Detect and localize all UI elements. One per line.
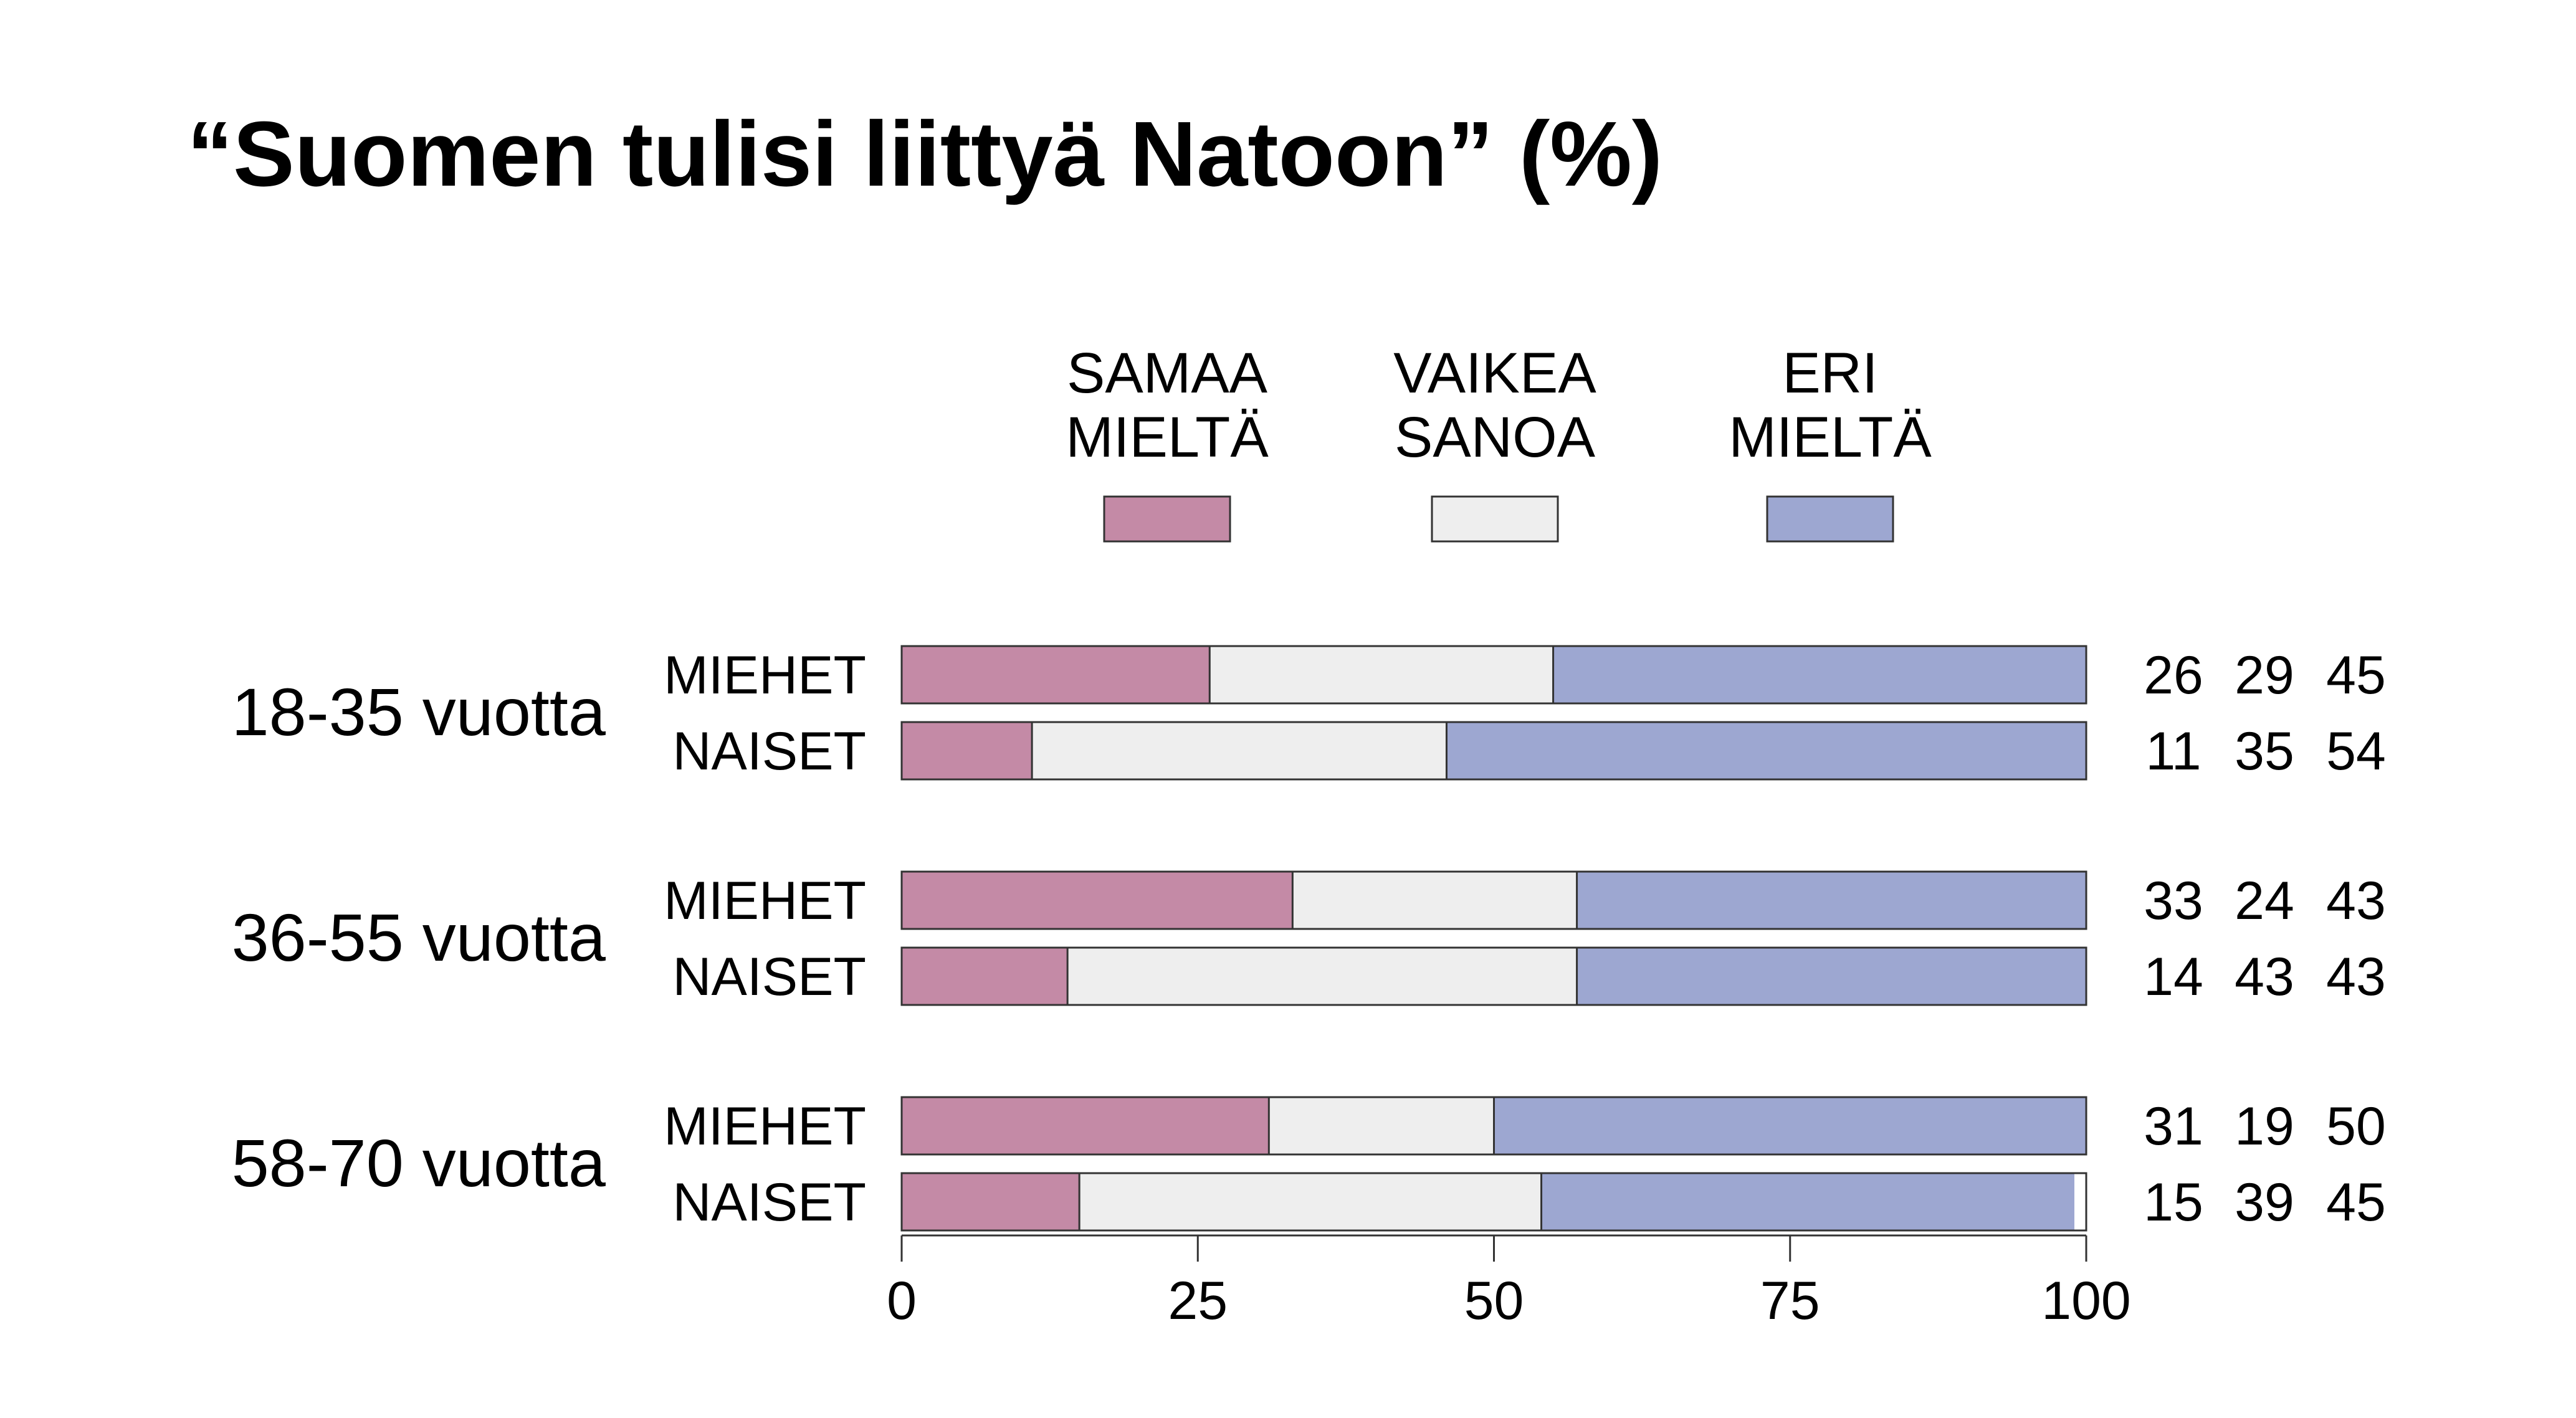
group-label: 58-70 vuotta: [232, 1125, 606, 1201]
value-label: 31: [2144, 1097, 2203, 1156]
value-label: 45: [2326, 645, 2386, 705]
bar-segment: [1067, 948, 1577, 1005]
bar-segment: [1553, 646, 2086, 703]
bar-segment: [1269, 1097, 1494, 1154]
bar-outline: [900, 946, 2087, 1006]
bar-segment: [902, 872, 1293, 929]
group-label: 36-55 vuotta: [232, 900, 606, 975]
bar-segment: [1577, 948, 2086, 1005]
value-label: 43: [2326, 871, 2386, 931]
legend-label-3-line-2: MIELTÄ: [1729, 406, 1932, 469]
row-label: MIEHET: [664, 645, 866, 705]
x-tick-label: 50: [1464, 1271, 1524, 1331]
bar-segment: [1541, 1173, 2074, 1230]
value-label: 39: [2235, 1173, 2294, 1232]
legend-label-3-line-1: ERI: [1782, 341, 1877, 405]
legend-label-1-line-1: SAMAA: [1067, 341, 1268, 405]
legend-swatch-2: [1431, 495, 1559, 543]
legend-swatch-3: [1766, 495, 1894, 543]
x-tick-label: 25: [1168, 1271, 1228, 1331]
bar-segment: [902, 1097, 1269, 1154]
value-label: 50: [2326, 1097, 2386, 1156]
value-label: 26: [2144, 645, 2203, 705]
value-label: 43: [2235, 947, 2294, 1007]
bar-segment: [902, 722, 1033, 779]
value-label: 54: [2326, 721, 2386, 781]
bar-segment: [1577, 872, 2086, 929]
bar-segment: [1446, 722, 2086, 779]
legend-swatch-1: [1103, 495, 1231, 543]
value-label: 45: [2326, 1173, 2386, 1232]
value-label: 43: [2326, 947, 2386, 1007]
value-label: 15: [2144, 1173, 2203, 1232]
bar-segment: [1079, 1173, 1542, 1230]
bar-segment: [1032, 722, 1447, 779]
x-tick-label: 0: [887, 1271, 917, 1331]
row-label: MIEHET: [664, 1097, 866, 1156]
bar-segment: [1494, 1097, 2086, 1154]
legend-label-2-line-1: VAIKEA: [1393, 341, 1596, 405]
value-label: 29: [2235, 645, 2294, 705]
bar-outline: [900, 721, 2087, 781]
value-label: 14: [2144, 947, 2203, 1007]
chart-title: “Suomen tulisi liittyä Natoon” (%): [187, 103, 1662, 206]
bar-segment: [902, 1173, 1080, 1230]
value-label: 24: [2235, 871, 2294, 931]
bar-segment: [1292, 872, 1577, 929]
legend-label-2-line-2: SANOA: [1395, 406, 1596, 469]
row-label: MIEHET: [664, 871, 866, 931]
value-label: 19: [2235, 1097, 2294, 1156]
row-label: NAISET: [672, 947, 866, 1007]
row-label: NAISET: [672, 1173, 866, 1232]
x-tick-label: 100: [2041, 1271, 2131, 1331]
value-label: 35: [2235, 721, 2294, 781]
value-label: 11: [2145, 721, 2201, 781]
legend-label-1-line-2: MIELTÄ: [1066, 406, 1269, 469]
bar-outline: [900, 645, 2087, 705]
row-label: NAISET: [672, 721, 866, 781]
bar-segment: [902, 646, 1210, 703]
bar-segment: [902, 948, 1068, 1005]
group-label: 18-35 vuotta: [232, 674, 606, 749]
value-label: 33: [2144, 871, 2203, 931]
bar-outline: [900, 870, 2087, 930]
x-tick-label: 75: [1760, 1271, 1820, 1331]
bar-segment: [1209, 646, 1553, 703]
bar-outline: [900, 1172, 2087, 1232]
